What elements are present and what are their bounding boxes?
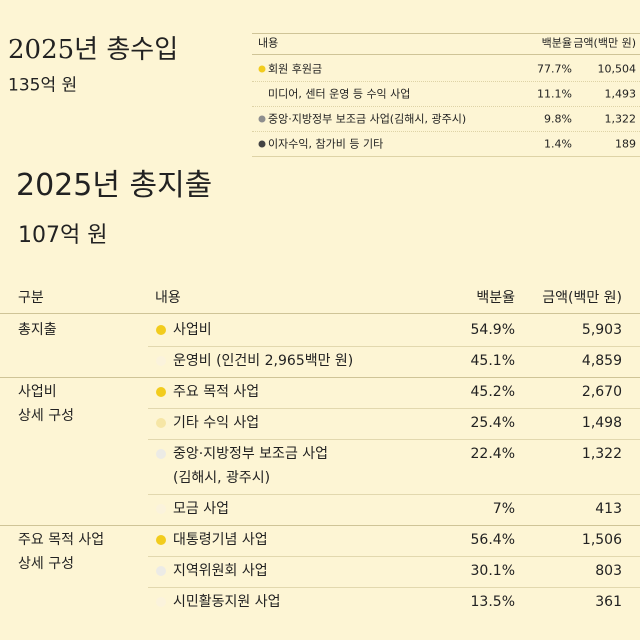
group-label: 총지출: [18, 322, 57, 338]
group-label: 상세 구성: [18, 408, 74, 424]
amount-cell: 1,322: [604, 112, 637, 126]
header-cell: 백분율: [541, 36, 572, 50]
amount-cell: 10,504: [597, 62, 637, 76]
bullet: [156, 418, 166, 428]
header-cell: 내용: [155, 290, 181, 306]
percent-cell: 54.9%: [470, 322, 515, 338]
amount-cell: 1,506: [581, 532, 622, 548]
expense-title: 2025년 총지출: [16, 168, 213, 203]
amount-cell: 1,498: [581, 415, 622, 431]
separator: [148, 587, 640, 588]
amount-cell: 803: [595, 563, 622, 579]
item-cell: 지역위원회 사업: [173, 563, 268, 579]
header-cell: 내용: [258, 36, 279, 50]
separator: [148, 408, 640, 409]
header-cell: 구분: [18, 290, 44, 306]
separator: [148, 494, 640, 495]
amount-cell: 4,859: [581, 353, 622, 369]
separator: [0, 525, 640, 526]
amount-cell: 1,493: [604, 87, 637, 101]
bullet: [156, 449, 166, 459]
bullet: [156, 387, 166, 397]
percent-cell: 25.4%: [470, 415, 515, 431]
item-cell: 대통령기념 사업: [173, 532, 268, 548]
amount-cell: 1,322: [581, 446, 622, 462]
item-cell: 중앙·지방정부 보조금 사업(김해시, 광주시): [268, 112, 467, 126]
expense-total: 107억 원: [18, 223, 108, 248]
item-cell: 운영비 (인건비 2,965백만 원): [173, 353, 354, 369]
group-label: 사업비: [18, 384, 57, 400]
percent-cell: 45.2%: [470, 384, 515, 400]
item-cell: 주요 목적 사업: [173, 384, 260, 400]
separator: [0, 377, 640, 378]
bullet: [156, 597, 166, 607]
header-cell: 금액(백만 원): [542, 290, 622, 306]
item-cell: (김해시, 광주시): [173, 470, 271, 486]
percent-cell: 22.4%: [470, 446, 515, 462]
header-cell: 백분율: [476, 290, 515, 306]
item-cell: 이자수익, 참가비 등 기타: [268, 137, 384, 151]
amount-cell: 2,670: [581, 384, 622, 400]
percent-cell: 9.8%: [544, 112, 572, 126]
item-cell: 기타 수익 사업: [173, 415, 260, 431]
percent-cell: 30.1%: [470, 563, 515, 579]
item-cell: 회원 후원금: [268, 62, 323, 76]
separator: [0, 313, 640, 314]
bullet: [258, 65, 266, 73]
item-cell: 중앙·지방정부 보조금 사업: [173, 446, 329, 462]
separator: [148, 346, 640, 347]
percent-cell: 7%: [492, 501, 515, 517]
percent-cell: 77.7%: [537, 62, 572, 76]
amount-cell: 189: [615, 137, 636, 151]
group-label: 주요 목적 사업: [18, 532, 105, 548]
percent-cell: 13.5%: [470, 594, 515, 610]
percent-cell: 56.4%: [470, 532, 515, 548]
header-cell: 금액(백만 원): [573, 36, 636, 50]
bullet: [156, 566, 166, 576]
bullet: [156, 356, 166, 366]
income-total: 135억 원: [8, 75, 78, 96]
separator: [252, 54, 640, 55]
separator: [252, 156, 640, 157]
amount-cell: 5,903: [581, 322, 622, 338]
amount-cell: 361: [595, 594, 622, 610]
group-label: 상세 구성: [18, 556, 74, 572]
separator: [148, 556, 640, 557]
percent-cell: 45.1%: [470, 353, 515, 369]
percent-cell: 11.1%: [537, 87, 572, 101]
bullet: [156, 535, 166, 545]
bullet: [156, 504, 166, 514]
amount-cell: 413: [595, 501, 622, 517]
separator: [252, 81, 640, 82]
bullet: [258, 115, 266, 123]
percent-cell: 1.4%: [544, 137, 572, 151]
separator: [252, 106, 640, 107]
separator: [148, 439, 640, 440]
item-cell: 사업비: [173, 322, 212, 338]
item-cell: 모금 사업: [173, 501, 229, 517]
item-cell: 미디어, 센터 운영 등 수익 사업: [268, 87, 411, 101]
separator: [252, 33, 640, 34]
item-cell: 시민활동지원 사업: [173, 594, 281, 610]
bullet: [156, 325, 166, 335]
separator: [252, 131, 640, 132]
income-title: 2025년 총수입: [8, 35, 179, 65]
bullet: [258, 140, 266, 148]
